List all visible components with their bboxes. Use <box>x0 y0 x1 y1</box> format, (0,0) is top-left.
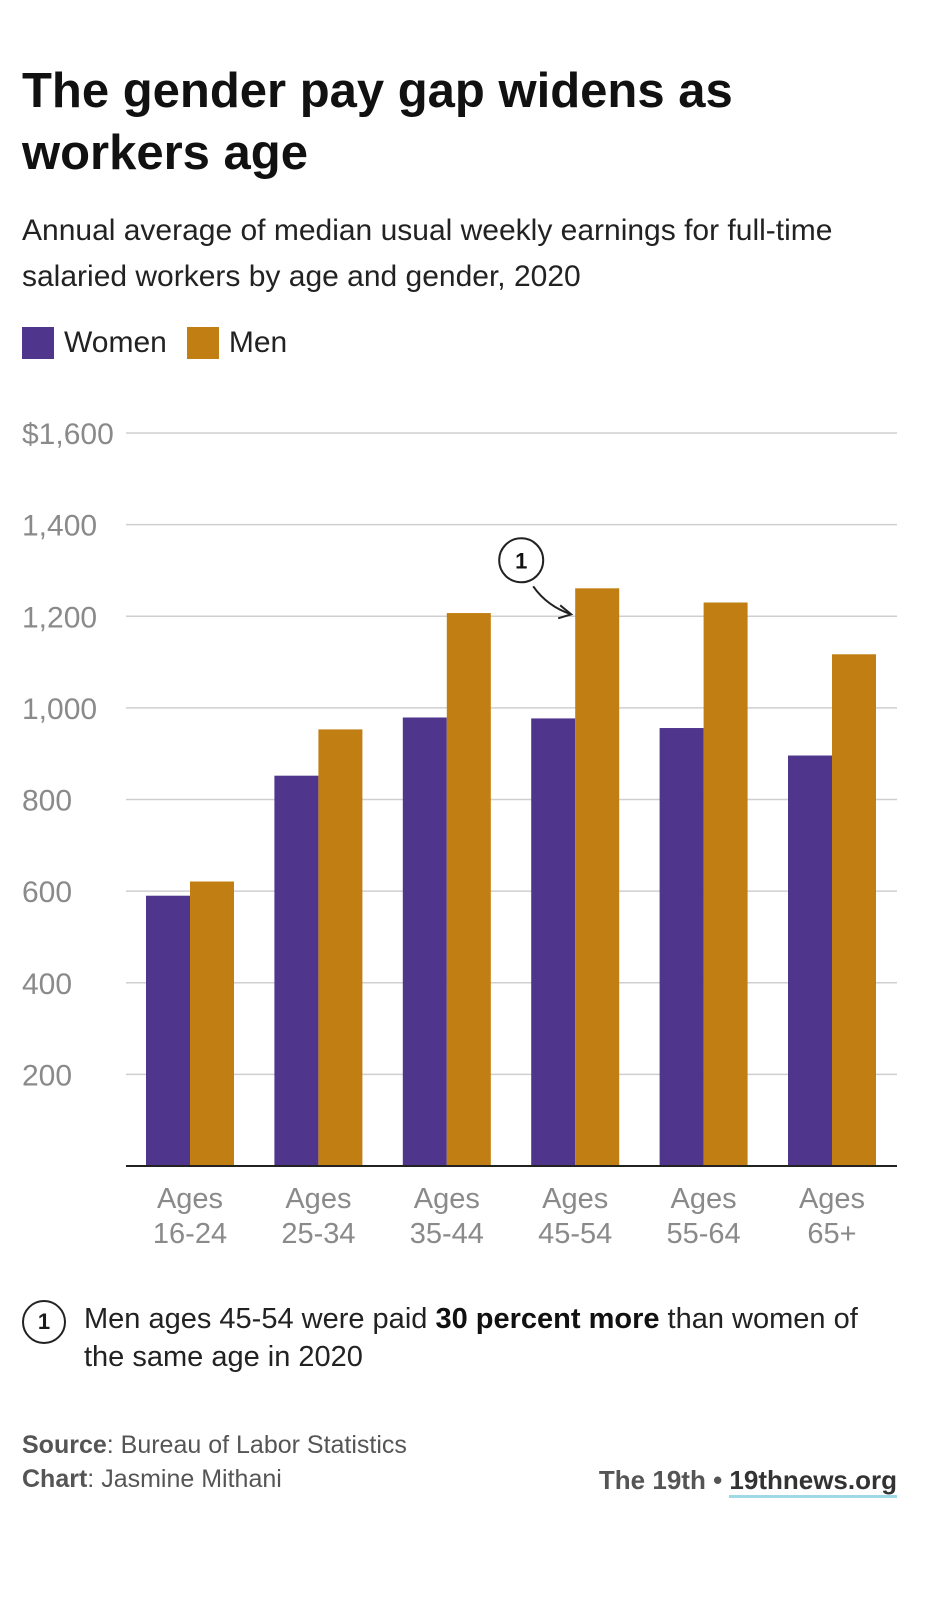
legend-label-men: Men <box>228 326 288 359</box>
bar-women <box>531 718 576 1166</box>
brand-name: The 19th <box>598 1465 706 1495</box>
footnote-number-badge: 1 <box>22 1300 66 1344</box>
bar-men <box>832 654 876 1166</box>
legend-swatch-men <box>186 327 219 359</box>
y-tick-label: 1,200 <box>22 601 97 634</box>
chart-credit-line: Chart: Jasmine Mithani <box>22 1462 407 1496</box>
chart-credit-label: Chart <box>22 1465 88 1493</box>
x-tick-label: 55-64 <box>667 1218 741 1250</box>
bar-men <box>575 588 620 1166</box>
source-value: : Bureau of Labor Statistics <box>106 1431 407 1459</box>
y-tick-label: $1,600 <box>22 418 114 451</box>
footnote-text-before: Men ages 45-54 were paid <box>84 1303 436 1335</box>
y-tick-label: 1,000 <box>22 693 97 726</box>
chart-title: The gender pay gap widens as workers age <box>22 64 733 180</box>
x-tick-label: 35-44 <box>410 1218 484 1250</box>
bar-women <box>788 755 832 1166</box>
brand-link[interactable]: 19thnews.org <box>729 1465 897 1498</box>
bar-chart: 2004006008001,0001,2001,400$1,600Ages16-… <box>22 418 897 1250</box>
chart-subtitle: Annual average of median usual weekly ea… <box>22 214 833 293</box>
legend-swatch-women <box>22 327 54 359</box>
y-tick-label: 200 <box>22 1059 72 1092</box>
x-tick-label: 16-24 <box>153 1218 227 1250</box>
x-tick-label: Ages <box>285 1183 351 1215</box>
x-tick-label: Ages <box>671 1183 737 1215</box>
brand: The 19th • 19thnews.org <box>598 1465 897 1498</box>
bar-women <box>274 775 319 1166</box>
x-tick-label: 25-34 <box>281 1218 355 1250</box>
x-tick-label: 45-54 <box>538 1218 612 1250</box>
footnote: 1 Men ages 45-54 were paid 30 percent mo… <box>22 1300 902 1376</box>
legend: Women Men <box>22 326 307 360</box>
source-label: Source <box>22 1431 107 1459</box>
legend-label-women: Women <box>64 326 167 359</box>
bar-women <box>659 728 704 1166</box>
x-tick-label: 65+ <box>807 1218 856 1250</box>
bar-women <box>146 895 190 1166</box>
legend-item-men: Men <box>186 326 288 360</box>
y-tick-label: 400 <box>22 968 72 1001</box>
x-tick-label: Ages <box>157 1183 223 1215</box>
annotation-arrowhead <box>557 604 574 620</box>
x-tick-label: Ages <box>414 1183 480 1215</box>
footnote-text: Men ages 45-54 were paid 30 percent more… <box>84 1300 902 1376</box>
bar-men <box>318 729 363 1166</box>
footnote-text-after: than women of the same age in 2020 <box>84 1303 858 1373</box>
brand-separator: • <box>705 1465 730 1495</box>
x-tick-label: Ages <box>799 1183 865 1215</box>
bar-men <box>190 881 234 1166</box>
x-tick-label: Ages <box>542 1183 608 1215</box>
annotation-arrow <box>532 585 572 616</box>
credits: Source: Bureau of Labor Statistics Chart… <box>22 1428 407 1496</box>
footnote-text-bold: 30 percent more <box>435 1303 660 1335</box>
y-tick-label: 800 <box>22 785 72 818</box>
annotation-circle <box>498 537 545 584</box>
chart-credit-value: : Jasmine Mithani <box>87 1465 282 1493</box>
bar-men <box>703 602 748 1166</box>
legend-item-women: Women <box>22 326 167 360</box>
bar-women <box>402 717 447 1166</box>
source-line: Source: Bureau of Labor Statistics <box>22 1428 407 1462</box>
annotation-number: 1 <box>515 548 527 573</box>
y-tick-label: 600 <box>22 876 72 909</box>
bar-men <box>446 613 491 1166</box>
y-tick-label: 1,400 <box>22 510 97 543</box>
